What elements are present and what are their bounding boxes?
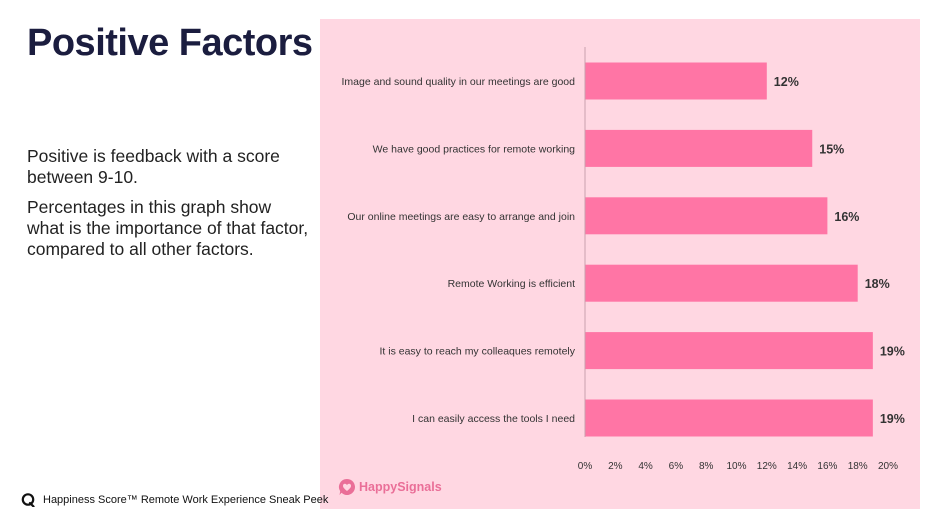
description: Positive is feedback with a score betwee…	[27, 146, 312, 269]
x-tick-label: 8%	[699, 461, 714, 472]
data-label: 18%	[865, 277, 890, 291]
bar-chart: Image and sound quality in our meetings …	[342, 47, 905, 472]
description-paragraph: Percentages in this graph show what is t…	[27, 197, 309, 259]
category-label: Image and sound quality in our meetings …	[342, 76, 576, 88]
x-tick-label: 18%	[848, 461, 868, 472]
data-label: 12%	[774, 75, 799, 89]
chart-bar	[585, 129, 813, 167]
footer: Happiness Score™ Remote Work Experience …	[21, 493, 329, 508]
data-label: 19%	[880, 345, 905, 359]
x-tick-label: 0%	[578, 461, 593, 472]
chart-bar	[585, 197, 828, 235]
data-label: 15%	[819, 142, 844, 156]
category-label: I can easily access the tools I need	[412, 413, 575, 425]
footer-text: Happiness Score™ Remote Work Experience …	[43, 494, 329, 506]
data-label: 19%	[880, 412, 905, 426]
category-label: We have good practices for remote workin…	[373, 143, 575, 155]
category-label: Our online meetings are easy to arrange …	[347, 211, 575, 223]
x-tick-label: 16%	[817, 461, 837, 472]
chart-bar	[585, 264, 858, 302]
category-label: Remote Working is efficient	[448, 278, 575, 290]
x-tick-label: 2%	[608, 461, 623, 472]
x-tick-label: 12%	[757, 461, 777, 472]
x-tick-label: 4%	[638, 461, 653, 472]
x-tick-label: 20%	[878, 461, 898, 472]
chart-bar	[585, 399, 873, 437]
logo: HappySignals	[338, 478, 442, 496]
x-tick-label: 10%	[726, 461, 746, 472]
speech-bubble-q-icon	[21, 493, 35, 508]
heart-bubble-icon	[338, 478, 356, 496]
logo-text: HappySignals	[359, 480, 442, 494]
data-label: 16%	[834, 210, 859, 224]
page-title: Positive Factors	[27, 22, 313, 64]
chart-panel: Image and sound quality in our meetings …	[320, 19, 920, 509]
category-label: It is easy to reach my colleaques remote…	[379, 346, 575, 358]
x-tick-label: 6%	[669, 461, 684, 472]
chart-bar	[585, 332, 873, 370]
x-tick-label: 14%	[787, 461, 807, 472]
chart-bar	[585, 62, 767, 100]
description-paragraph: Positive is feedback with a score betwee…	[27, 146, 280, 187]
